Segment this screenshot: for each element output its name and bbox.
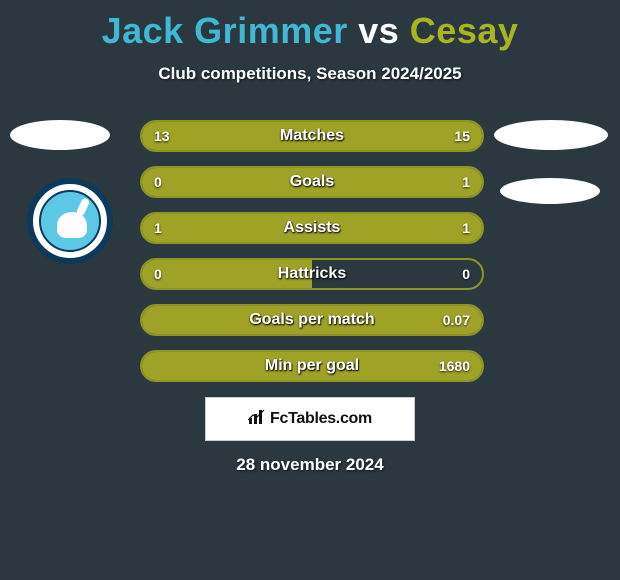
stat-label: Assists <box>142 214 482 242</box>
left-club-logo <box>27 178 113 264</box>
p2-value: 0 <box>462 260 470 288</box>
stat-label: Min per goal <box>142 352 482 380</box>
source-name: FcTables.com <box>270 410 372 428</box>
p2-value: 0.07 <box>443 306 470 334</box>
stat-label: Matches <box>142 122 482 150</box>
p2-value: 1 <box>462 214 470 242</box>
stat-bar: 0Hattricks0 <box>140 258 484 290</box>
stat-bar: 0Goals1 <box>140 166 484 198</box>
source-badge: FcTables.com <box>205 397 415 441</box>
stat-bar: Goals per match0.07 <box>140 304 484 336</box>
player1-name: Jack Grimmer <box>102 10 348 51</box>
stat-bar: Min per goal1680 <box>140 350 484 382</box>
player2-photo-placeholder <box>494 120 608 150</box>
p2-value: 1 <box>462 168 470 196</box>
page-title: Jack Grimmer vs Cesay <box>0 0 620 52</box>
wycombe-swan-icon <box>39 190 101 252</box>
stat-bar: 1Assists1 <box>140 212 484 244</box>
p2-value: 1680 <box>439 352 470 380</box>
stats-bars: 13Matches150Goals11Assists10Hattricks0Go… <box>140 120 484 396</box>
chart-icon <box>248 409 266 430</box>
vs-text: vs <box>348 10 410 51</box>
stat-label: Hattricks <box>142 260 482 288</box>
stat-label: Goals per match <box>142 306 482 334</box>
date-line: 28 november 2024 <box>0 455 620 475</box>
player1-photo-placeholder <box>10 120 110 150</box>
stat-label: Goals <box>142 168 482 196</box>
stat-bar: 13Matches15 <box>140 120 484 152</box>
player2-name: Cesay <box>410 10 519 51</box>
subtitle: Club competitions, Season 2024/2025 <box>0 64 620 84</box>
p2-value: 15 <box>454 122 470 150</box>
right-club-logo-placeholder <box>500 178 600 204</box>
